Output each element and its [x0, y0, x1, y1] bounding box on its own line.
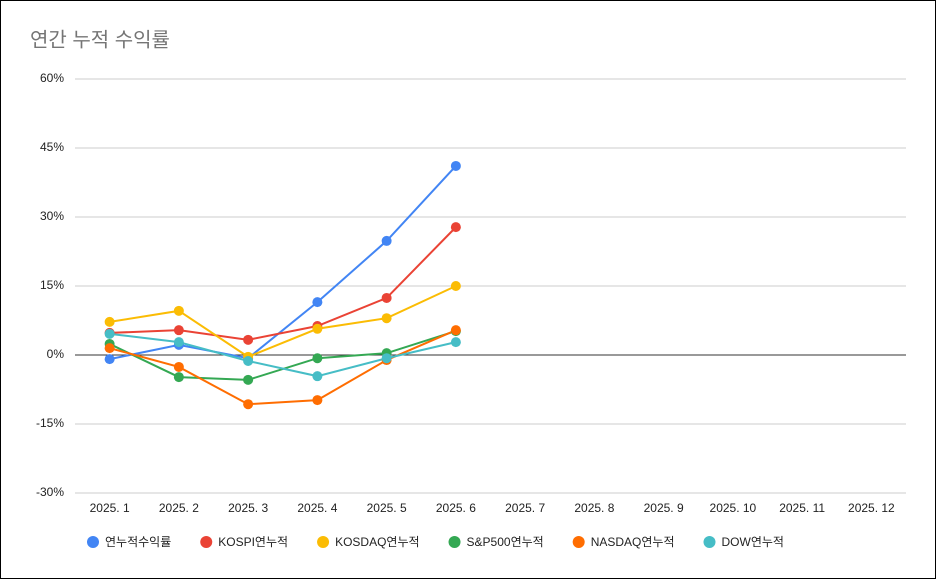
data-point: [312, 371, 323, 382]
data-point: [312, 297, 323, 308]
data-point: [312, 323, 323, 334]
data-point: [173, 305, 184, 316]
chart-title: 연간 누적 수익률: [30, 28, 170, 51]
data-point: [104, 354, 115, 365]
y-tick-label: 30%: [40, 209, 64, 223]
x-tick-label: 2025. 9: [644, 501, 684, 515]
legend-marker: [448, 536, 461, 548]
legend-marker: [572, 536, 585, 548]
y-tick-label: 60%: [40, 71, 64, 85]
x-tick-label: 2025. 6: [436, 501, 476, 515]
legend-marker: [703, 536, 716, 548]
y-tick-label: 0%: [47, 347, 65, 361]
x-tick-label: 2025. 12: [848, 501, 895, 515]
data-point: [243, 355, 254, 366]
legend-marker: [200, 536, 213, 548]
data-point: [243, 374, 254, 385]
data-point: [312, 395, 323, 406]
data-point: [104, 328, 115, 339]
data-point: [104, 316, 115, 327]
x-tick-label: 2025. 1: [90, 501, 130, 515]
data-point: [243, 334, 254, 345]
series-line: [109, 332, 457, 378]
legend-label: S&P500연누적: [467, 535, 544, 549]
series-line: [109, 285, 457, 358]
legend-label: KOSDAQ연누적: [335, 535, 419, 549]
legend-label: KOSPI연누적: [218, 535, 288, 549]
data-point: [104, 343, 115, 354]
data-point: [450, 337, 461, 348]
data-point: [450, 160, 461, 171]
series-line: [109, 165, 457, 361]
data-point: [450, 222, 461, 233]
x-tick-label: 2025. 2: [159, 501, 199, 515]
data-point: [450, 325, 461, 336]
x-tick-label: 2025. 11: [779, 501, 825, 515]
legend-label: DOW연누적: [722, 535, 784, 549]
y-tick-label: 15%: [40, 278, 64, 292]
data-point: [450, 281, 461, 291]
x-tick-label: 2025. 7: [505, 501, 545, 515]
x-tick-label: 2025. 5: [367, 501, 407, 515]
x-tick-label: 2025. 4: [297, 501, 337, 515]
legend-marker: [317, 536, 330, 548]
data-point: [381, 235, 392, 246]
x-tick-label: 2025. 3: [228, 501, 268, 515]
legend-label: 연누적수익률: [105, 535, 171, 549]
x-tick-label: 2025. 10: [710, 501, 757, 515]
series-line: [109, 226, 457, 341]
data-point: [243, 399, 254, 410]
data-point: [381, 353, 392, 364]
x-tick-label: 2025. 8: [574, 501, 614, 515]
data-point: [312, 353, 323, 364]
legend-marker: [87, 536, 99, 548]
data-point: [173, 372, 184, 383]
y-tick-label: -30%: [36, 485, 64, 499]
y-tick-label: -15%: [36, 416, 64, 430]
data-point: [173, 325, 184, 336]
data-point: [381, 292, 392, 303]
y-tick-label: 45%: [40, 140, 64, 154]
legend-label: NASDAQ연누적: [591, 535, 675, 549]
data-point: [381, 313, 392, 324]
data-point: [173, 361, 184, 372]
data-point: [173, 337, 184, 348]
